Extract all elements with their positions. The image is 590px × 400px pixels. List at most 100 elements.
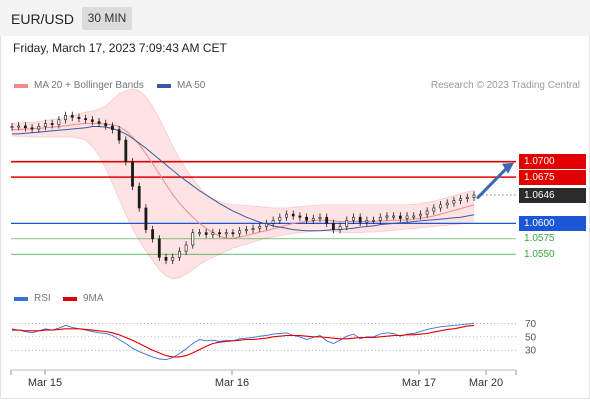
ma50-swatch (157, 83, 171, 88)
candle-body (251, 228, 255, 230)
candle-body (291, 213, 295, 217)
candle-body (231, 232, 235, 235)
candle-body (90, 119, 94, 122)
candle-body (432, 207, 436, 212)
candle-body (459, 198, 463, 201)
candle-body (311, 218, 315, 221)
candle-body (137, 186, 141, 209)
candle-body (70, 115, 74, 118)
candle-body (77, 116, 81, 119)
bollinger-swatch (14, 83, 28, 88)
candle-body (151, 229, 155, 240)
rsi-tick-label: 30 (525, 346, 537, 357)
rsi-ma-line (12, 324, 475, 358)
legend-rsi-ma: 9MA (63, 293, 104, 304)
legend-bollinger: MA 20 + Bollinger Bands (14, 80, 144, 91)
candle-body (258, 226, 262, 229)
candle-body (358, 216, 362, 223)
candle-body (171, 257, 175, 261)
rsi-line (11, 322, 475, 361)
candle-body (184, 244, 188, 252)
candle-body (157, 238, 161, 258)
candle-body (30, 127, 34, 130)
legend-rsi: RSI (14, 293, 51, 304)
bollinger-lower-line (11, 135, 474, 280)
candle-body (211, 232, 215, 235)
candle-body (452, 200, 456, 204)
rsi-tick-label: 50 (525, 332, 537, 343)
x-tick-label: Mar 20 (469, 377, 503, 389)
candle-body (398, 215, 402, 219)
candle-body (37, 126, 41, 130)
chart-datetime: Friday, March 17, 2023 7:09:43 AM CET (13, 41, 227, 55)
candle-body (218, 232, 221, 235)
bollinger-band-fill (12, 88, 474, 279)
candle-body (445, 202, 449, 206)
candle-body (244, 229, 248, 232)
candle-body (177, 250, 181, 258)
candle-body (378, 216, 382, 221)
rsi-swatch (14, 296, 28, 301)
candle-body (265, 223, 268, 227)
candle-body (117, 129, 121, 141)
candle-body (331, 223, 335, 230)
ma20-line (12, 122, 475, 239)
candle-body (305, 216, 309, 221)
candle-body (50, 123, 54, 125)
top-toolbar: EUR/USD 30 MIN (0, 0, 590, 36)
level-label-3: 1.0600 (519, 215, 586, 231)
candle-body (372, 220, 375, 222)
candle-body (392, 215, 396, 218)
candle-body (385, 215, 389, 218)
candle-body (425, 210, 429, 215)
candle-body (64, 115, 67, 121)
candle-body (104, 123, 108, 127)
candle-body (124, 139, 128, 162)
legend-ma50: MA 50 (157, 80, 205, 91)
candle-body (325, 216, 329, 224)
timeframe-button[interactable]: 30 MIN (82, 7, 132, 30)
candle-body (17, 125, 21, 128)
research-credit: Research © 2023 Trading Central (430, 80, 580, 91)
candle-body (419, 213, 422, 217)
rsi-ma-swatch (63, 296, 77, 301)
candle-body (111, 125, 114, 130)
x-tick-label: Mar 15 (28, 377, 62, 389)
x-tick-label: Mar 17 (402, 377, 436, 389)
rsi-tick-label: 70 (525, 319, 537, 330)
candle-body (439, 204, 442, 209)
candle-body (271, 220, 275, 224)
candle-body (412, 215, 416, 218)
candle-body (338, 226, 342, 230)
candle-body (44, 123, 47, 127)
candle-body (318, 216, 322, 219)
candle-body (204, 232, 208, 235)
candle-body (285, 213, 288, 218)
level-label-4: 1.0575 (524, 233, 555, 245)
last-price-label: 1.0646 (519, 187, 586, 203)
candle-body (278, 216, 282, 221)
candle-body (345, 220, 349, 227)
candle-body (465, 197, 469, 200)
projection-arrow-shaft (476, 166, 509, 199)
legend-rsi-label: RSI (34, 293, 51, 304)
candle-body (57, 119, 61, 125)
candle-body (23, 125, 27, 129)
level-label-1: 1.0700 (519, 154, 586, 170)
bollinger-upper-line (11, 88, 475, 209)
legend-bollinger-label: MA 20 + Bollinger Bands (34, 80, 144, 91)
candle-body (224, 232, 228, 235)
candle-body (298, 215, 302, 218)
level-label-2: 1.0675 (519, 169, 586, 185)
legend-ma50-label: MA 50 (177, 80, 206, 91)
x-tick-label: Mar 16 (215, 377, 249, 389)
candle-body (131, 161, 134, 187)
level-label-5: 1.0550 (524, 248, 555, 260)
candle-body (10, 126, 14, 129)
candle-body (144, 207, 148, 230)
instrument-symbol[interactable]: EUR/USD (11, 11, 75, 27)
candle-body (405, 215, 409, 219)
ma50-line (12, 126, 475, 232)
candle-body (198, 232, 201, 235)
